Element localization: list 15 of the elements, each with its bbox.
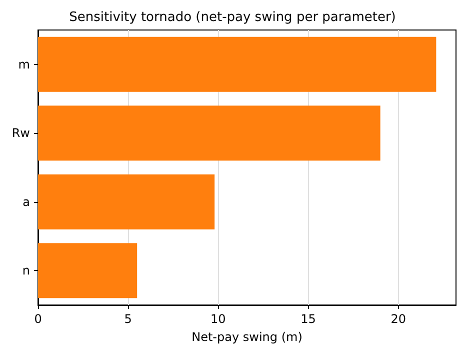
chart-title: Sensitivity tornado (net-pay swing per parameter) bbox=[69, 10, 396, 25]
bar bbox=[38, 36, 436, 92]
y-tick-label: a bbox=[22, 194, 30, 209]
x-tick-label: 10 bbox=[210, 312, 226, 326]
x-tick-label: 15 bbox=[300, 312, 316, 326]
x-tick-label: 5 bbox=[124, 312, 132, 326]
bar bbox=[38, 174, 215, 230]
x-axis-title: Net-pay swing (m) bbox=[192, 330, 302, 344]
y-tick-label: Rw bbox=[12, 126, 30, 140]
bar bbox=[38, 106, 380, 161]
y-tick-label: m bbox=[18, 57, 30, 72]
bar bbox=[38, 243, 138, 298]
x-tick-label: 20 bbox=[390, 312, 406, 326]
x-tick-label: 0 bbox=[34, 312, 42, 326]
y-tick-label: n bbox=[22, 264, 30, 278]
